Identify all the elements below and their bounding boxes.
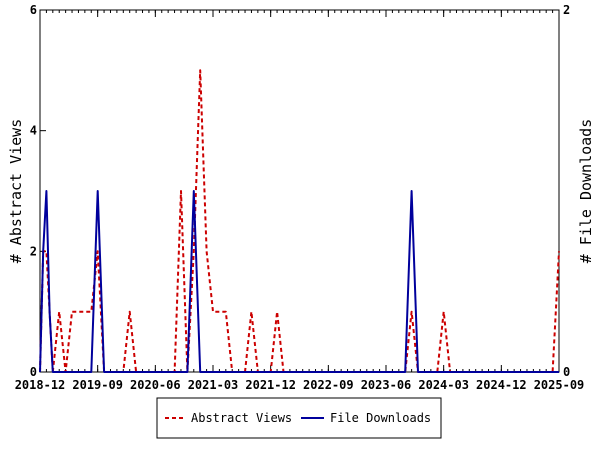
series-line-file-downloads <box>39 190 559 373</box>
y-axis-title-right: # File Downloads <box>577 119 595 264</box>
y-left-tick-label: 0 <box>30 365 37 379</box>
y-right-tick-label: 2 <box>563 3 570 17</box>
y-left-tick-label: 6 <box>30 3 37 17</box>
legend-label-file-downloads: File Downloads <box>330 411 431 425</box>
legend-box <box>156 397 442 439</box>
legend-label-abstract-views: Abstract Views <box>191 411 292 425</box>
x-tick-label: 2025-09 <box>534 378 585 392</box>
y-left-tick-label: 2 <box>30 244 37 258</box>
x-tick-label: 2024-03 <box>418 378 469 392</box>
y-left-tick-label: 4 <box>30 124 37 138</box>
x-tick-label: 2021-12 <box>245 378 296 392</box>
x-tick-label: 2022-09 <box>303 378 354 392</box>
x-tick-label: 2019-09 <box>72 378 123 392</box>
plot-area <box>39 9 560 373</box>
x-tick-label: 2024-12 <box>476 378 527 392</box>
x-tick-label: 2021-03 <box>188 378 239 392</box>
series-layer <box>39 69 560 373</box>
x-ticks: 2018-12 2019-09 2020-06 2021-03 2021-12 2022-… <box>15 10 585 392</box>
legend: Abstract Views File Downloads <box>156 397 442 439</box>
x-tick-label: 2023-06 <box>361 378 412 392</box>
y-right-tick-label: 0 <box>563 365 570 379</box>
y-axis-title-left: # Abstract Views <box>7 119 25 264</box>
x-tick-label: 2020-06 <box>130 378 181 392</box>
x-tick-label: 2018-12 <box>15 378 66 392</box>
